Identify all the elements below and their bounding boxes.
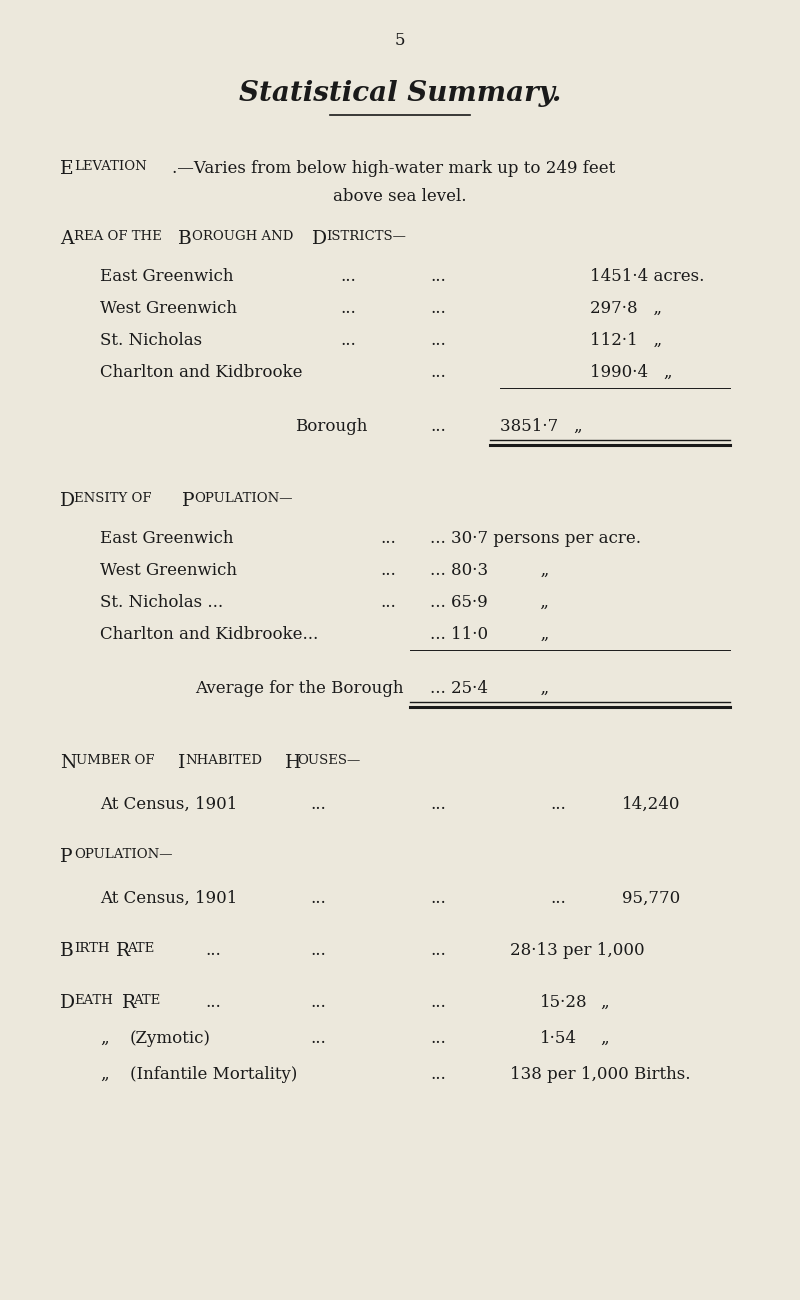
- Text: ...: ...: [380, 594, 396, 611]
- Text: 95,770: 95,770: [622, 891, 680, 907]
- Text: ...: ...: [340, 300, 356, 317]
- Text: ...: ...: [430, 994, 446, 1011]
- Text: ...: ...: [430, 1030, 446, 1047]
- Text: ATE: ATE: [127, 942, 154, 956]
- Text: 28·13 per 1,000: 28·13 per 1,000: [510, 942, 645, 959]
- Text: OPULATION—: OPULATION—: [194, 491, 293, 504]
- Text: P: P: [60, 848, 73, 866]
- Text: ... 30·7 persons per acre.: ... 30·7 persons per acre.: [430, 530, 641, 547]
- Text: ...: ...: [380, 562, 396, 578]
- Text: R: R: [122, 994, 136, 1011]
- Text: OPULATION—: OPULATION—: [74, 848, 173, 861]
- Text: ...: ...: [430, 796, 446, 812]
- Text: ... 25·4          „: ... 25·4 „: [430, 680, 549, 697]
- Text: (Infantile Mortality): (Infantile Mortality): [130, 1066, 298, 1083]
- Text: At Census, 1901: At Census, 1901: [100, 796, 238, 812]
- Text: ...: ...: [340, 268, 356, 285]
- Text: P: P: [182, 491, 194, 510]
- Text: Charlton and Kidbrooke: Charlton and Kidbrooke: [100, 364, 302, 381]
- Text: „: „: [600, 1030, 609, 1047]
- Text: ...: ...: [550, 796, 566, 812]
- Text: 1990·4   „: 1990·4 „: [590, 364, 673, 381]
- Text: St. Nicholas: St. Nicholas: [100, 332, 202, 348]
- Text: Statistical Summary.: Statistical Summary.: [239, 81, 561, 107]
- Text: St. Nicholas ...: St. Nicholas ...: [100, 594, 223, 611]
- Text: 14,240: 14,240: [622, 796, 680, 812]
- Text: „: „: [600, 994, 609, 1011]
- Text: „: „: [100, 1030, 109, 1047]
- Text: ...: ...: [205, 994, 221, 1011]
- Text: ...: ...: [430, 891, 446, 907]
- Text: ...: ...: [430, 332, 446, 348]
- Text: EATH: EATH: [74, 994, 113, 1008]
- Text: OUSES—: OUSES—: [297, 754, 360, 767]
- Text: ...: ...: [380, 530, 396, 547]
- Text: (Zymotic): (Zymotic): [130, 1030, 211, 1047]
- Text: N: N: [60, 754, 76, 772]
- Text: 297·8   „: 297·8 „: [590, 300, 662, 317]
- Text: West Greenwich: West Greenwich: [100, 562, 237, 578]
- Text: 1·54: 1·54: [540, 1030, 577, 1047]
- Text: OROUGH AND: OROUGH AND: [192, 230, 294, 243]
- Text: UMBER OF: UMBER OF: [76, 754, 154, 767]
- Text: ENSITY OF: ENSITY OF: [74, 491, 151, 504]
- Text: 5: 5: [394, 32, 406, 49]
- Text: LEVATION: LEVATION: [74, 160, 146, 173]
- Text: ATE: ATE: [133, 994, 160, 1008]
- Text: REA OF THE: REA OF THE: [74, 230, 162, 243]
- Text: NHABITED: NHABITED: [185, 754, 262, 767]
- Text: B: B: [60, 942, 74, 959]
- Text: above sea level.: above sea level.: [334, 188, 466, 205]
- Text: E: E: [60, 160, 74, 178]
- Text: ...: ...: [550, 891, 566, 907]
- Text: ISTRICTS—: ISTRICTS—: [326, 230, 406, 243]
- Text: 15·28: 15·28: [540, 994, 588, 1011]
- Text: 138 per 1,000 Births.: 138 per 1,000 Births.: [510, 1066, 690, 1083]
- Text: ...: ...: [430, 268, 446, 285]
- Text: At Census, 1901: At Census, 1901: [100, 891, 238, 907]
- Text: ... 80·3          „: ... 80·3 „: [430, 562, 550, 578]
- Text: „: „: [100, 1066, 109, 1083]
- Text: ...: ...: [430, 942, 446, 959]
- Text: ...: ...: [430, 1066, 446, 1083]
- Text: East Greenwich: East Greenwich: [100, 530, 234, 547]
- Text: Borough: Borough: [295, 419, 367, 436]
- Text: ...: ...: [310, 994, 326, 1011]
- Text: ... 65·9          „: ... 65·9 „: [430, 594, 549, 611]
- Text: ...: ...: [340, 332, 356, 348]
- Text: ...: ...: [310, 796, 326, 812]
- Text: ...: ...: [310, 1030, 326, 1047]
- Text: Average for the Borough: Average for the Borough: [195, 680, 403, 697]
- Text: ...: ...: [430, 419, 446, 436]
- Text: 1451·4 acres.: 1451·4 acres.: [590, 268, 704, 285]
- Text: ... 11·0          „: ... 11·0 „: [430, 627, 550, 644]
- Text: D: D: [60, 491, 75, 510]
- Text: IRTH: IRTH: [74, 942, 110, 956]
- Text: West Greenwich: West Greenwich: [100, 300, 237, 317]
- Text: .—Varies from below high-water mark up to 249 feet: .—Varies from below high-water mark up t…: [172, 160, 615, 177]
- Text: Charlton and Kidbrooke...: Charlton and Kidbrooke...: [100, 627, 318, 644]
- Text: H: H: [285, 754, 302, 772]
- Text: 3851·7   „: 3851·7 „: [500, 419, 582, 436]
- Text: 112·1   „: 112·1 „: [590, 332, 662, 348]
- Text: B: B: [178, 230, 192, 248]
- Text: East Greenwich: East Greenwich: [100, 268, 234, 285]
- Text: A: A: [60, 230, 74, 248]
- Text: ...: ...: [310, 891, 326, 907]
- Text: ...: ...: [310, 942, 326, 959]
- Text: ...: ...: [430, 364, 446, 381]
- Text: D: D: [312, 230, 327, 248]
- Text: D: D: [60, 994, 75, 1011]
- Text: I: I: [178, 754, 186, 772]
- Text: R: R: [116, 942, 130, 959]
- Text: ...: ...: [430, 300, 446, 317]
- Text: ...: ...: [205, 942, 221, 959]
